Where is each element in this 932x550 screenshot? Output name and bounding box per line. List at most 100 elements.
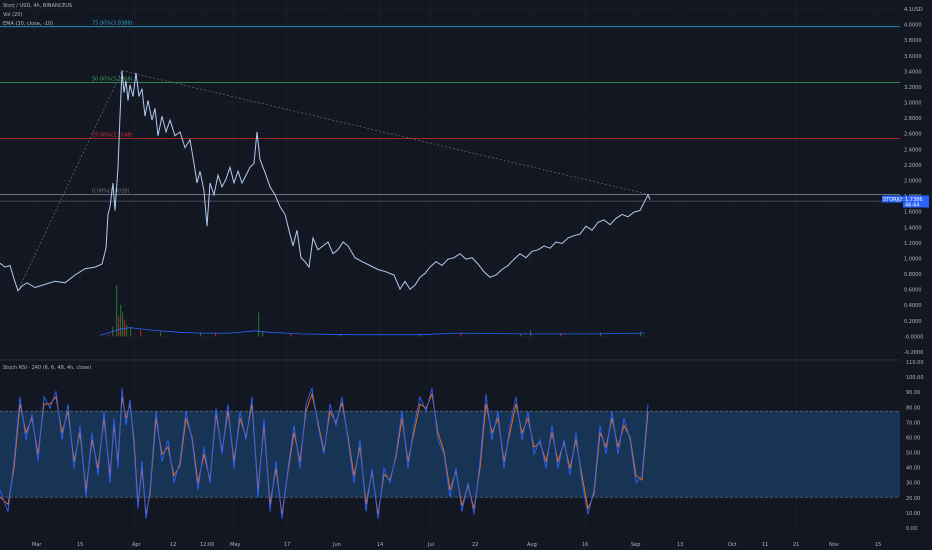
time-tick-label: 16 <box>582 542 588 548</box>
time-tick-label: 22 <box>472 542 478 548</box>
price-tick-label: 2.2000 <box>904 163 922 169</box>
price-tick-label: 3.4000 <box>904 69 922 75</box>
volume-bar <box>600 332 602 337</box>
price-tick-label: 0.2000 <box>904 319 922 325</box>
price-tick-label: 2.6000 <box>904 132 922 138</box>
time-tick-label: Jun <box>332 542 341 548</box>
rsi-tick-label: 10.00 <box>906 511 920 517</box>
symbol-legend[interactable]: Storj / USD, 4h, BINANCEUS Vol (20) EMA … <box>3 2 72 29</box>
volume-bar <box>262 331 264 337</box>
series-lines <box>0 70 651 519</box>
time-tick-label: 11 <box>762 542 768 548</box>
time-tick-label: Nov <box>829 542 839 548</box>
fib-label: 0.00%(1.8028) <box>92 189 129 195</box>
price-tick-label: 1.2000 <box>904 241 922 247</box>
price-tick-label: 3.2000 <box>904 85 922 91</box>
volume-bar <box>140 329 142 337</box>
price-tick-label: -0.0000 <box>904 334 923 340</box>
price-tick-label: 2.0000 <box>904 179 922 185</box>
volume-bar <box>215 333 217 337</box>
rsi-tick-label: 70.00 <box>906 420 920 426</box>
price-badge-countdown: 46:44 <box>905 203 919 209</box>
time-tick-label: 12:00 <box>200 542 214 548</box>
rsi-tick-label: 20.00 <box>906 496 920 502</box>
ema-line <box>99 327 646 336</box>
rsi-tick-label: 80.00 <box>906 405 920 411</box>
rsi-tick-label: 50.00 <box>906 451 920 457</box>
volume-bar <box>290 333 292 337</box>
volume-bar <box>460 333 462 337</box>
time-tick-label: 15 <box>77 542 83 548</box>
rsi-tick-label: 100.00 <box>906 375 924 381</box>
rsi-tick-label: 90.00 <box>906 390 920 396</box>
trend-line-down <box>121 70 651 196</box>
fib-levels: 75.00%(3.9388) 50.00%(3.2268) 25.00%(2.514… <box>0 21 900 291</box>
time-tick-label: Aug <box>527 542 537 548</box>
time-tick-label: May <box>230 542 240 548</box>
price-tick-label: -0.2000 <box>904 350 923 356</box>
axes: 4.1USD 4.0000 3.8000 3.6000 3.4000 3.2000 3.00… <box>32 7 929 548</box>
time-tick-label: 21 <box>793 542 799 548</box>
time-tick-label: 12 <box>170 542 176 548</box>
rsi-tick-label: 0.00 <box>906 526 917 532</box>
fib-label: 25.00%(2.5148) <box>92 133 133 139</box>
time-tick-label: 13 <box>677 542 683 548</box>
price-tick-label: 3.0000 <box>904 101 922 107</box>
volume-bar <box>530 329 532 337</box>
volume-bar <box>116 285 118 337</box>
price-line <box>0 70 651 292</box>
rsi-tick-label: 60.00 <box>906 435 920 441</box>
rsi-tick-label: 30.00 <box>906 481 920 487</box>
price-tick-label: 1.4000 <box>904 225 922 231</box>
volume-bar <box>640 331 642 337</box>
fib-label: 75.00%(3.9388) <box>92 21 133 27</box>
rsi-band-fill <box>0 411 900 498</box>
rsi-tick-label: 40.00 <box>906 466 920 472</box>
volume-bar <box>200 332 202 337</box>
price-tick-label: 4.0000 <box>904 23 922 29</box>
legend-symbol: Storj / USD, 4h, BINANCEUS <box>3 3 73 9</box>
price-tick-label: 2.8000 <box>904 116 922 122</box>
price-tick-label: 0.4000 <box>904 303 922 309</box>
price-tick-label: 0.8000 <box>904 272 922 278</box>
volume-bar <box>160 331 162 337</box>
legend-volume: Vol (20) <box>3 12 23 18</box>
volume-bar <box>340 333 342 337</box>
price-tick-label: 3.6000 <box>904 54 922 60</box>
volume-bar <box>118 316 120 337</box>
volume-bar <box>520 333 522 337</box>
time-tick-label: 14 <box>377 542 383 548</box>
time-tick-label: Apr <box>132 542 142 548</box>
trend-line-up <box>17 70 123 291</box>
symbol-badge-label: STORJUSD <box>883 197 909 203</box>
legend-stoch-rsi: Stoch RSI · 240 (6, 6, 48, 4h, close) <box>3 365 92 371</box>
volume-bar <box>122 312 124 337</box>
price-tick-label: 1.6000 <box>904 210 922 216</box>
symbol-badge <box>882 195 902 203</box>
time-tick-label: Oct <box>728 542 737 548</box>
price-tick-label: 4.1USD <box>904 7 923 13</box>
volume-bar <box>560 333 562 337</box>
time-tick-label: 17 <box>284 542 290 548</box>
price-badge-value: 1.7386 <box>905 197 923 203</box>
time-tick-label: Sep <box>631 542 640 548</box>
time-tick-label: Mar <box>32 542 42 548</box>
time-tick-label: 15 <box>875 542 881 548</box>
rsi-tick-label: 110.00 <box>906 360 924 366</box>
price-badge <box>903 195 929 208</box>
volume-bar <box>126 324 128 337</box>
stoch-rsi-k-line <box>0 386 649 519</box>
volume-bar <box>130 326 132 337</box>
rsi-legend[interactable]: Stoch RSI · 240 (6, 6, 48, 4h, close) <box>3 364 91 373</box>
volume-bar <box>120 304 122 337</box>
legend-ema: EMA (30, close, -10) <box>3 21 54 27</box>
volume-bar <box>258 312 260 337</box>
volume-bar <box>108 334 110 337</box>
price-tick-label: 1.0000 <box>904 256 922 262</box>
volume-bar <box>420 334 422 337</box>
fib-label: 50.00%(3.2268) <box>92 77 133 83</box>
time-tick-label: Jul <box>427 542 434 548</box>
price-tick-label: 3.8000 <box>904 38 922 44</box>
price-tick-label: 0.6000 <box>904 288 922 294</box>
